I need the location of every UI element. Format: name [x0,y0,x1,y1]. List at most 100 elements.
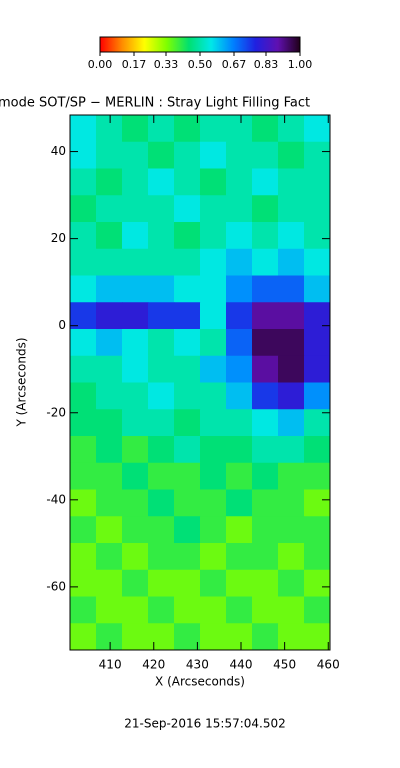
heatmap-cell [200,382,227,410]
heatmap-cell [174,302,201,330]
heatmap-cell [148,355,175,383]
heatmap-cell [278,195,305,223]
heatmap-cell [174,329,201,357]
y-tick-label: -20 [46,405,66,419]
heatmap-cell [70,329,97,357]
heatmap-cell [200,275,227,303]
heatmap-cell [200,462,227,490]
heatmap-cell [304,409,331,437]
heatmap-cell [96,596,123,624]
colorbar-tick-label: 1.00 [288,58,313,71]
heatmap-cell [122,275,149,303]
heatmap-cell [174,195,201,223]
colorbar-tick-label: 0.83 [254,58,279,71]
heatmap-cell [304,195,331,223]
heatmap-cell [226,596,253,624]
heatmap-cell [174,168,201,196]
heatmap-cell [70,569,97,597]
heatmap-cell [278,302,305,330]
heatmap-cell [70,409,97,437]
heatmap-cell [96,543,123,571]
heatmap-cell [278,409,305,437]
heatmap-cell [200,489,227,517]
colorbar [99,36,301,53]
heatmap-cell [148,516,175,544]
heatmap-cell [200,569,227,597]
heatmap-cell [200,623,227,651]
heatmap-cell [252,168,279,196]
y-tick-label: -60 [46,579,66,593]
heatmap-cell [96,409,123,437]
heatmap-cell [226,623,253,651]
heatmap-cell [278,543,305,571]
heatmap-cell [148,222,175,250]
heatmap-cell [96,489,123,517]
heatmap-cell [226,462,253,490]
heatmap-cell [122,329,149,357]
heatmap-cell [96,329,123,357]
heatmap-cell [252,329,279,357]
heatmap-cell [304,462,331,490]
heatmap-cell [304,329,331,357]
heatmap-cell [304,168,331,196]
heatmap-cell [70,596,97,624]
heatmap-cell [174,569,201,597]
heatmap-cell [174,623,201,651]
heatmap-cell [226,141,253,169]
y-tick-label: 0 [58,318,66,332]
heatmap-cell [96,115,123,143]
heatmap-cell [96,516,123,544]
heatmap-cell [200,543,227,571]
heatmap-cell [252,596,279,624]
heatmap-cell [278,168,305,196]
heatmap-cell [278,489,305,517]
heatmap-cell [304,382,331,410]
x-axis-label: X (Arcseconds) [155,675,245,689]
heatmap-cell [278,248,305,276]
heatmap-cell [252,355,279,383]
heatmap-cell [278,115,305,143]
heatmap-cell [148,569,175,597]
colorbar-tick-label: 0.33 [154,58,179,71]
heatmap-cell [174,596,201,624]
heatmap-cell [70,115,97,143]
heatmap-cell [226,516,253,544]
heatmap-cell [148,436,175,464]
heatmap-cell [122,409,149,437]
chart-title: mode SOT/SP − MERLIN : Stray Light Filli… [0,96,310,111]
heatmap-cell [278,569,305,597]
heatmap-cell [70,623,97,651]
heatmap-cell [252,382,279,410]
heatmap-cell [304,248,331,276]
y-tick-label: -40 [46,492,66,506]
heatmap-cell [200,329,227,357]
heatmap-cell [70,168,97,196]
heatmap-cell [200,168,227,196]
heatmap-cell [70,489,97,517]
heatmap-cell [96,462,123,490]
heatmap-cell [122,596,149,624]
heatmap-cell [148,623,175,651]
heatmap-cell [148,543,175,571]
heatmap-cell [148,275,175,303]
heatmap-cell [96,569,123,597]
heatmap-cell [96,141,123,169]
heatmap-cell [122,462,149,490]
heatmap-cell [304,596,331,624]
y-tick-label: 40 [51,144,66,158]
heatmap-cell [278,623,305,651]
heatmap-cell [174,543,201,571]
heatmap-cell [174,516,201,544]
heatmap-cell [278,516,305,544]
heatmap-cell [252,409,279,437]
heatmap-cell [122,436,149,464]
heatmap-cell [70,275,97,303]
heatmap-cell [200,195,227,223]
heatmap-cell [278,382,305,410]
heatmap-cell [96,168,123,196]
heatmap-cell [70,222,97,250]
heatmap-cell [200,516,227,544]
heatmap-cell [148,115,175,143]
heatmap-cell [252,436,279,464]
